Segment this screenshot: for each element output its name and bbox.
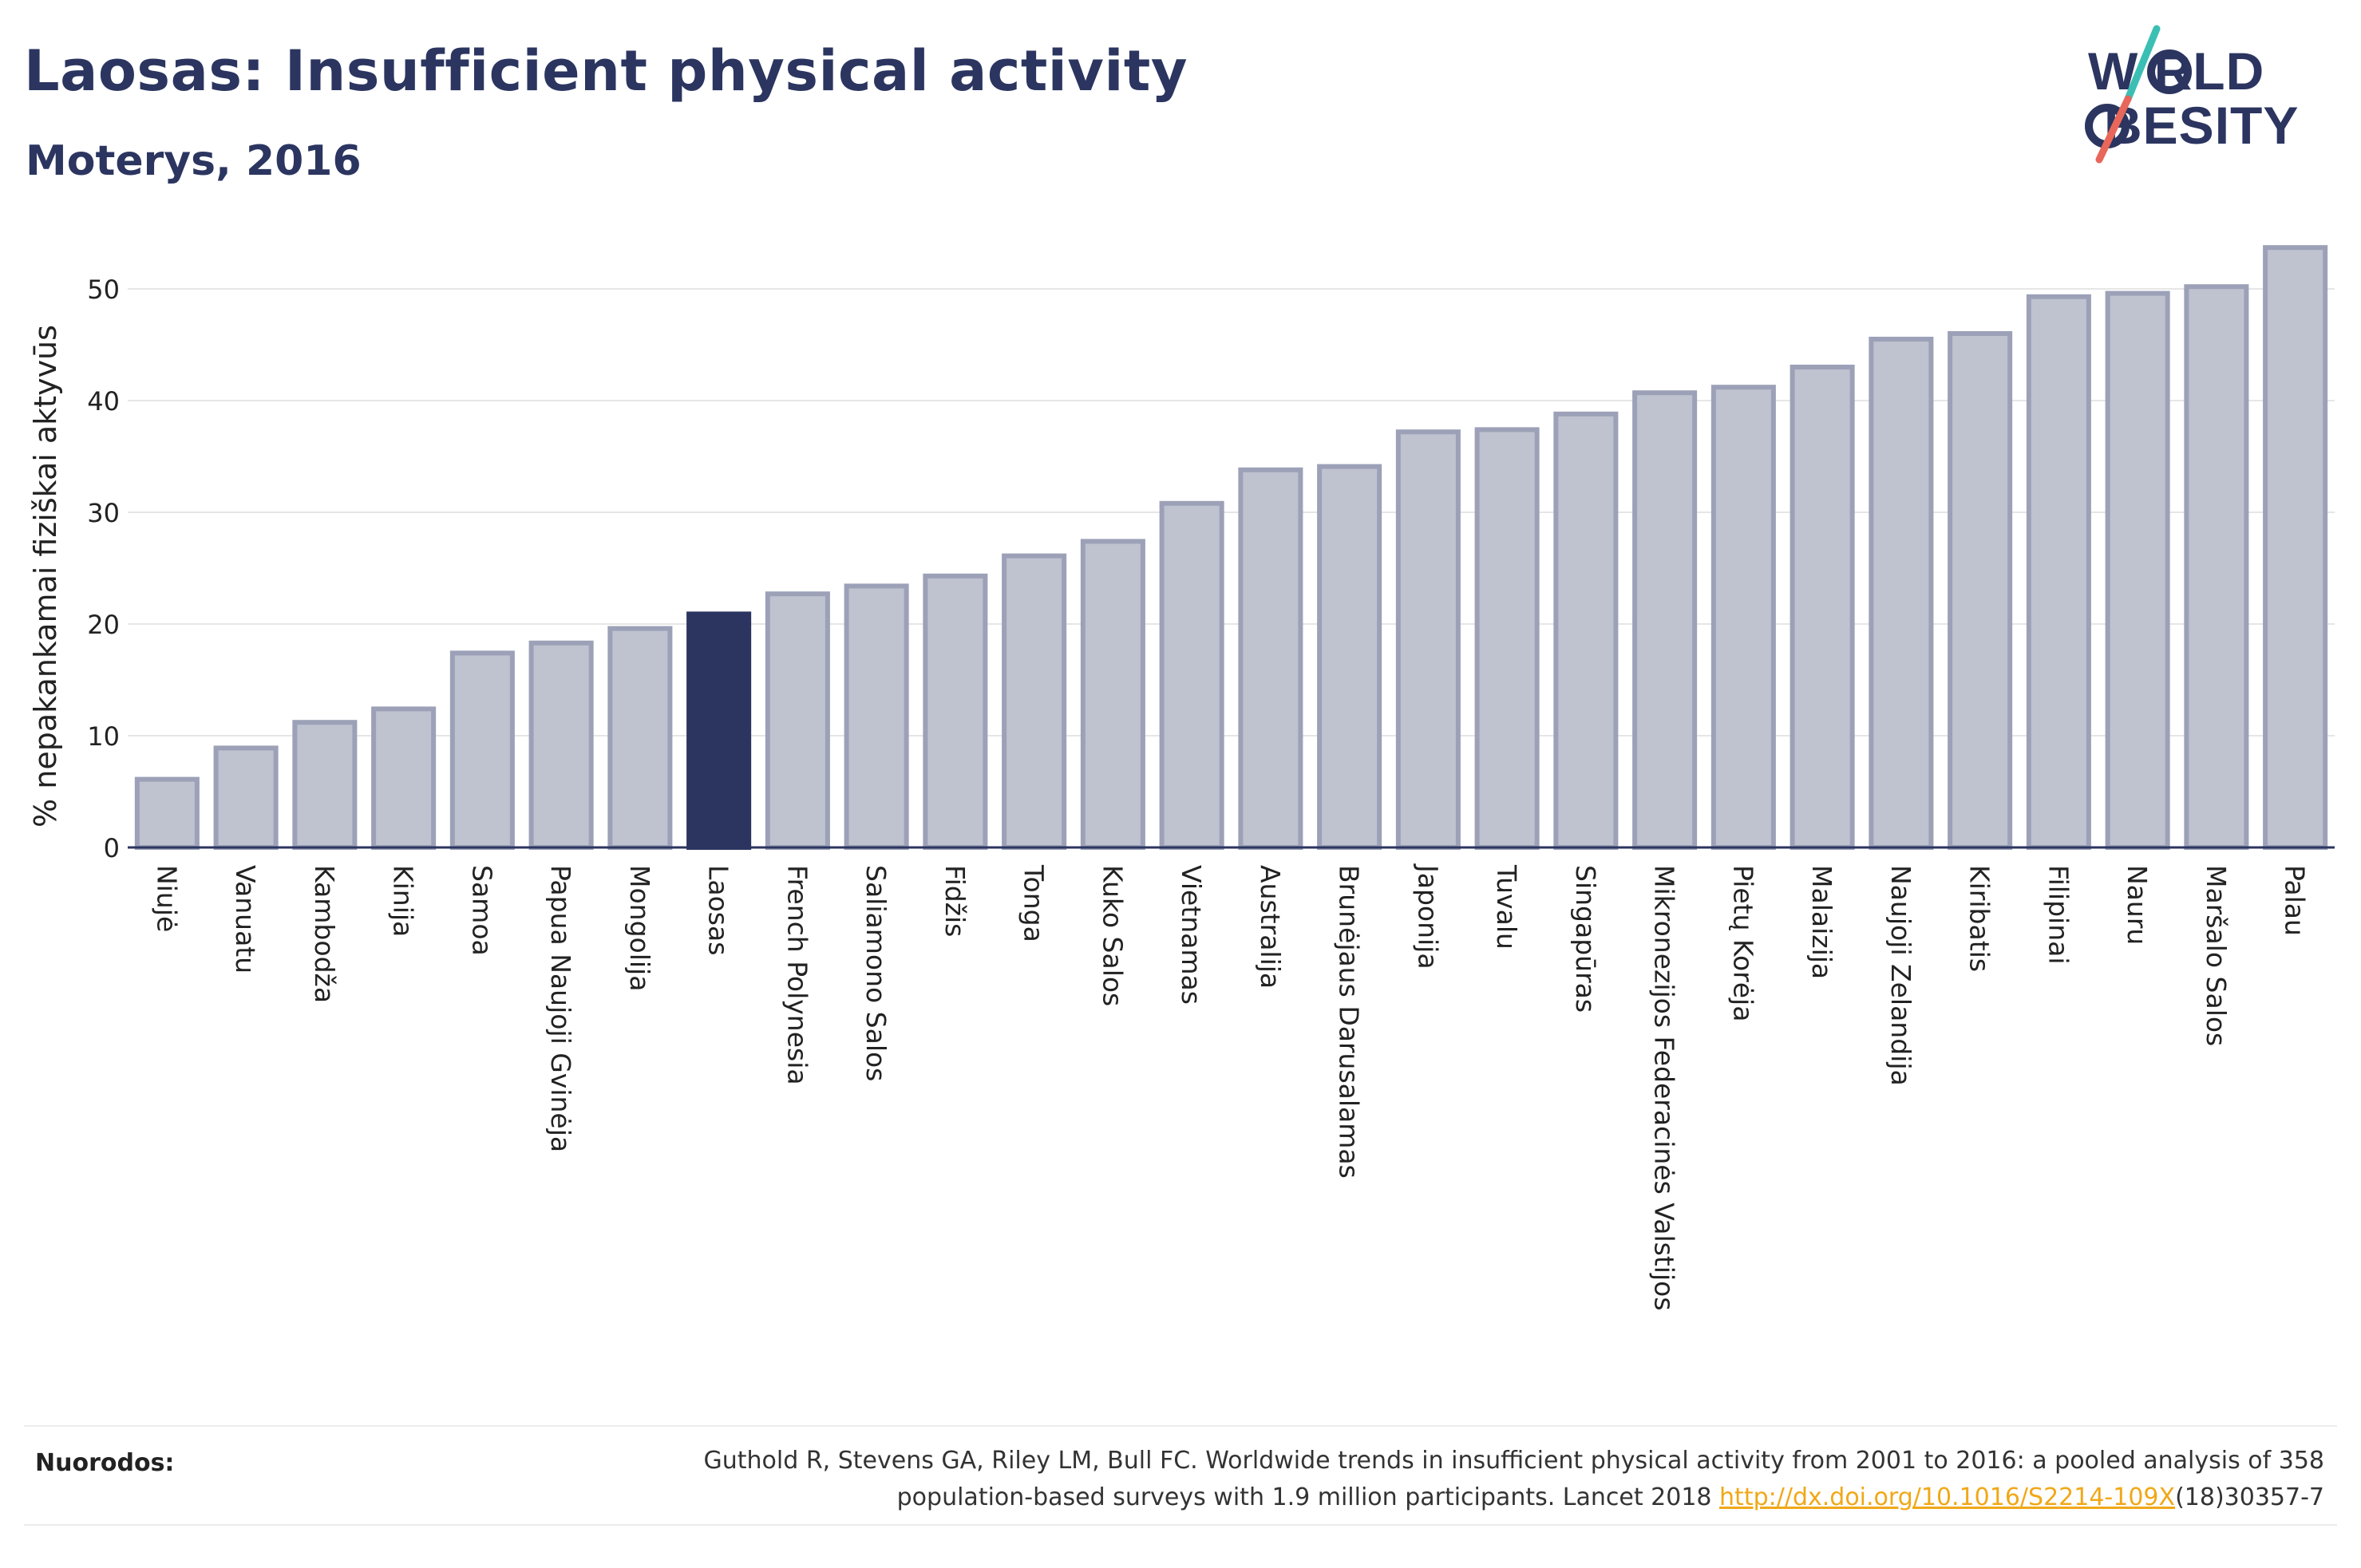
y-tick-label: 0 [104,833,120,863]
bar-value [1869,337,1934,850]
x-tick-label: French Polynesia [781,865,813,1085]
footer-divider-bottom [24,1524,2337,1526]
x-tick-label: Tuvalu [1491,864,1522,950]
bar-chart: 0 10 20 30 40 50 % nepakankamai fiziškai aktyv… [28,245,2335,1311]
x-tick-label: Singapūras [1570,865,1601,1013]
bar-value [449,650,515,851]
chart-subtitle: Moterys, 2016 [26,137,362,185]
bar-value [1790,365,1855,850]
x-tick-label: Saliamono Salos [860,865,892,1081]
bar-value [1080,539,1145,851]
y-tick-label: 40 [87,386,120,417]
x-tick-label: Papua Naujoji Gvinėja [545,865,576,1152]
bar-value [844,583,909,851]
y-axis-title: % nepakankamai fiziškai aktyvūs [28,325,63,827]
x-tick-label: Tonga [1018,864,1050,942]
x-tick-label: Australija [1255,865,1286,989]
bar-value [528,640,594,850]
x-tick-label: Kuko Salos [1097,865,1128,1006]
reference-line-2: population-based surveys with 1.9 millio… [409,1479,2324,1516]
bar-value [1710,385,1776,850]
y-tick-label: 10 [87,721,120,752]
x-tick-label: Fidžis [939,865,971,937]
x-tick-label: Mongolija [624,865,655,991]
logo-slash-top [2124,25,2161,103]
bar-value [1395,429,1461,850]
reference-line-2-text: population-based surveys with 1.9 millio… [896,1483,1720,1511]
world-obesity-logo: W RLD BESITY [2067,24,2347,168]
x-tick-label: Pietų Korėja [1727,865,1758,1021]
bar-value [1553,411,1619,850]
x-tick-label: Maršalo Salos [2201,865,2232,1046]
x-tick-label: Filipinai [2043,865,2074,965]
references-label: Nuorodos: [35,1449,175,1477]
y-tick-label: 20 [87,610,120,640]
bar-value [765,591,830,850]
bar-value [2026,294,2091,850]
bar-value [1317,464,1382,850]
bar-value [923,573,988,850]
bar-value [213,745,279,851]
reference-doi-link[interactable]: http://dx.doi.org/10.1016/S2214-109X [1719,1483,2176,1511]
x-tick-label: Malaizija [1806,865,1837,979]
bar-value [1238,467,1303,850]
bar-value [1002,553,1067,850]
x-tick-label: Naujoji Zelandija [1885,865,1916,1086]
bar-value [2263,245,2328,850]
x-tick-label: Brunėjaus Darusalamas [1334,865,1365,1179]
bar-value [1474,427,1540,850]
x-tick-label: Nauru [2122,865,2153,945]
x-tick-label: Japonija [1412,863,1443,970]
x-tick-label: Vanuatu [230,865,261,974]
y-tick-label: 30 [87,498,120,528]
y-tick-label: 50 [87,274,120,305]
bar-value [2184,284,2249,850]
chart-title: Laosas: Insufficient physical activity [24,38,1188,104]
footer-divider-top [24,1425,2337,1427]
x-tick-label: Kambodža [309,865,340,1003]
x-tick-label: Kiribatis [1964,865,1995,972]
x-tick-label: Palau [2280,865,2311,936]
x-tick-label: Laosas [703,865,734,955]
x-tick-label: Samoa [466,865,497,956]
bar-value [2105,290,2170,851]
bar-value [607,626,673,850]
bar-value [134,776,200,850]
logo-line2: BESITY [2104,96,2299,155]
bar-value [1632,390,1698,850]
reference-line-1: Guthold R, Stevens GA, Riley LM, Bull FC… [703,1447,2324,1475]
x-tick-label: Niujė [151,865,182,932]
x-tick-label: Mikronezijos Federacinės Valstijos [1649,865,1680,1311]
bar-value [1948,331,2013,850]
x-tick-label: Kinija [388,865,419,937]
bar-value [292,720,358,851]
bar-highlight [686,611,752,851]
bar-value [371,706,437,851]
references-text: Guthold R, Stevens GA, Riley LM, Bull FC… [409,1443,2324,1516]
bar-value [1159,500,1224,850]
x-tick-label: Vietnamas [1176,865,1207,1005]
logo-slash-bottom [2095,95,2132,164]
reference-line-2-suffix: (18)30357-7 [2175,1483,2324,1511]
